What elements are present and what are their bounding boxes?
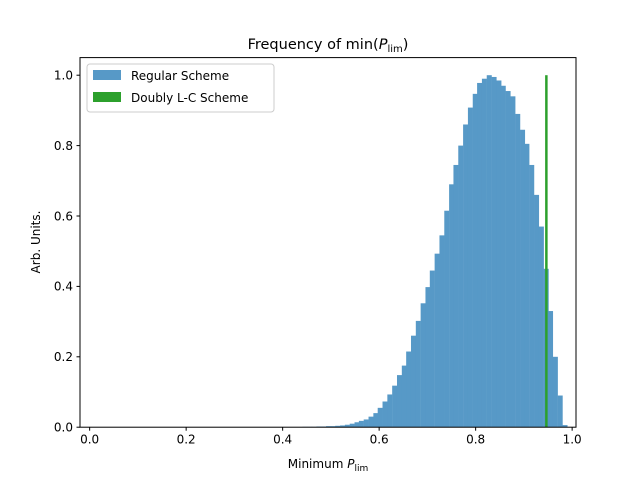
legend-box — [86, 63, 275, 113]
regular-bar-49 — [534, 194, 540, 428]
chart-title: Frequency of min(Plim) — [248, 37, 409, 55]
regular-bar-41 — [496, 80, 502, 428]
regular-bar-10 — [349, 423, 355, 428]
legend-label-doubly: Doubly L-C Scheme — [131, 91, 248, 105]
x-tick-label: 0.8 — [466, 433, 485, 447]
regular-bar-19 — [392, 385, 398, 428]
regular-bar-26 — [425, 287, 431, 428]
regular-bar-55 — [562, 425, 568, 428]
regular-bar-16 — [377, 407, 383, 428]
regular-bar-36 — [472, 93, 478, 428]
regular-bar-33 — [458, 145, 464, 428]
legend: Regular Scheme Doubly L-C Scheme — [86, 63, 275, 113]
regular-bar-8 — [340, 425, 346, 428]
regular-bar-11 — [354, 422, 360, 428]
y-tick-label: 0.6 — [54, 209, 73, 223]
regular-bar-45 — [515, 113, 521, 428]
x-tick-label: 0.2 — [177, 433, 196, 447]
regular-bar-31 — [449, 184, 455, 428]
regular-bar-24 — [415, 320, 421, 428]
legend-swatch-regular — [93, 70, 121, 80]
y-tick-label: 0.4 — [54, 280, 73, 294]
regular-bar-20 — [396, 375, 403, 428]
regular-bar-27 — [429, 270, 435, 428]
regular-bar-38 — [481, 78, 487, 428]
regular-bar-18 — [387, 394, 393, 428]
regular-bar-13 — [363, 419, 369, 428]
regular-bar-37 — [477, 82, 483, 428]
regular-bar-50 — [538, 226, 544, 428]
doubly-lc-scheme-bars — [545, 75, 548, 428]
regular-bar-9 — [344, 424, 350, 428]
regular-bar-35 — [467, 107, 473, 428]
legend-swatch-doubly — [93, 92, 121, 102]
doubly-bar-0 — [545, 75, 548, 428]
regular-bar-47 — [524, 143, 530, 428]
regular-bar-12 — [358, 420, 364, 428]
regular-bar-48 — [529, 164, 535, 428]
regular-bar-53 — [552, 356, 558, 428]
regular-bar-15 — [373, 413, 379, 428]
regular-bar-32 — [453, 164, 459, 428]
regular-bar-39 — [486, 75, 492, 428]
regular-bar-5 — [326, 426, 332, 428]
regular-bar-14 — [368, 416, 374, 428]
regular-bar-21 — [401, 365, 407, 428]
x-tick-label: 0.4 — [273, 433, 292, 447]
y-tick-label: 0.2 — [54, 350, 73, 364]
x-tick-label: 0.0 — [80, 433, 99, 447]
regular-bar-40 — [491, 76, 497, 428]
y-axis-label: Arb. Units. — [29, 211, 43, 274]
regular-bar-44 — [510, 96, 516, 428]
y-tick-label: 1.0 — [54, 69, 73, 83]
x-tick-label: 0.6 — [370, 433, 389, 447]
regular-bar-28 — [434, 253, 440, 428]
x-axis-label: Minimum Plim — [288, 457, 368, 474]
regular-bar-42 — [500, 85, 506, 428]
x-axis-ticks: 0.0 0.2 0.4 0.6 0.8 1.0 — [80, 427, 582, 447]
regular-bar-22 — [406, 351, 412, 428]
regular-scheme-bars — [302, 75, 568, 428]
regular-bar-52 — [548, 311, 554, 428]
y-tick-label: 0.8 — [54, 139, 73, 153]
legend-label-regular: Regular Scheme — [131, 69, 229, 83]
regular-bar-54 — [557, 395, 563, 428]
regular-bar-7 — [335, 425, 341, 428]
y-axis-ticks: 0.0 0.2 0.4 0.6 0.8 1.0 — [54, 69, 80, 435]
regular-bar-34 — [463, 124, 469, 428]
regular-bar-43 — [505, 91, 511, 428]
plot-frame — [79, 57, 577, 428]
regular-bar-17 — [382, 401, 388, 428]
regular-bar-30 — [444, 210, 450, 428]
regular-bar-46 — [520, 129, 526, 428]
regular-bar-23 — [410, 335, 417, 428]
regular-bar-25 — [420, 303, 426, 428]
x-tick-label: 1.0 — [563, 433, 582, 447]
regular-bar-6 — [330, 426, 336, 428]
y-tick-label: 0.0 — [54, 421, 73, 435]
regular-bar-29 — [439, 235, 445, 428]
